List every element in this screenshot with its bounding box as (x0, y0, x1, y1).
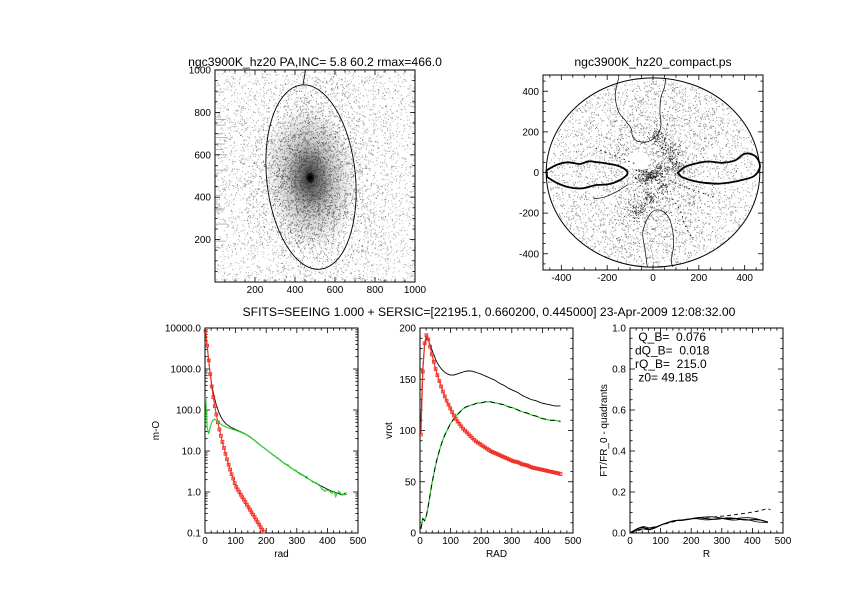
svg-text:1.0: 1.0 (612, 324, 626, 335)
svg-text:-400: -400 (551, 273, 571, 284)
svg-text:1000: 1000 (189, 66, 212, 77)
svg-text:0.2: 0.2 (612, 488, 626, 499)
svg-text:400: 400 (319, 536, 336, 547)
svg-text:0.6: 0.6 (612, 406, 626, 417)
svg-text:z0= 49.185: z0= 49.185 (635, 371, 698, 385)
compact-map-title: ngc3900K_hz20_compact.ps (574, 55, 731, 69)
svg-text:RAD: RAD (486, 549, 507, 560)
svg-text:10000.0: 10000.0 (165, 324, 202, 335)
svg-text:10.0: 10.0 (182, 447, 202, 458)
galaxy-image-title: ngc3900K_hz20 PA,INC= 5.8 60.2 rmax=466.… (188, 55, 442, 69)
svg-text:200: 200 (473, 536, 490, 547)
svg-text:300: 300 (713, 536, 730, 547)
svg-text:FT/FR_0 - quadrants: FT/FR_0 - quadrants (599, 384, 610, 477)
svg-text:-400: -400 (519, 249, 539, 260)
svg-text:0: 0 (417, 536, 423, 547)
svg-text:100: 100 (227, 536, 244, 547)
svg-text:150: 150 (399, 375, 416, 386)
svg-text:400: 400 (736, 273, 753, 284)
svg-text:300: 300 (503, 536, 520, 547)
svg-text:-200: -200 (597, 273, 617, 284)
svg-text:200: 200 (194, 235, 211, 246)
svg-text:0.1: 0.1 (187, 529, 201, 540)
svg-text:0: 0 (650, 273, 656, 284)
svg-text:200: 200 (399, 324, 416, 335)
svg-text:1000: 1000 (404, 285, 427, 296)
svg-text:rad: rad (274, 549, 288, 560)
galaxy-image-panel: 200 400 600 800 1000 200 400 600 800 1000 (189, 66, 427, 297)
svg-text:500: 500 (565, 536, 582, 547)
svg-text:0: 0 (533, 168, 539, 179)
svg-text:100: 100 (442, 536, 459, 547)
rotation-curve-plot: 0 100 200 300 400 500 0 50 100 150 200 RAD vrot (384, 324, 582, 561)
quadrant-ratio-plot: 0 100 200 300 400 500 0.0 0.2 0.4 0.6 0.8 1.0 R FT/FR… (599, 324, 792, 561)
svg-text:vrot: vrot (384, 422, 395, 439)
svg-text:200: 200 (690, 273, 707, 284)
fit-summary-title: SFITS=SEEING 1.000 + SERSIC=[22195.1, 0.… (243, 305, 736, 319)
svg-text:100: 100 (399, 426, 416, 437)
svg-text:0.4: 0.4 (612, 447, 626, 458)
svg-text:0: 0 (410, 529, 416, 540)
svg-text:R: R (703, 549, 710, 560)
compact-map-panel: -400 -200 0 200 400 -400 -200 0 200 400 (519, 74, 764, 284)
svg-text:0: 0 (627, 536, 633, 547)
svg-text:500: 500 (775, 536, 792, 547)
svg-text:400: 400 (287, 285, 304, 296)
svg-text:0.8: 0.8 (612, 365, 626, 376)
svg-text:800: 800 (367, 285, 384, 296)
svg-text:Q_B= 0.076: Q_B= 0.076 (635, 330, 706, 344)
svg-text:0: 0 (202, 536, 208, 547)
svg-text:600: 600 (327, 285, 344, 296)
svg-text:600: 600 (194, 150, 211, 161)
svg-text:rQ_B= 215.0: rQ_B= 215.0 (635, 357, 707, 371)
svg-text:500: 500 (350, 536, 367, 547)
svg-text:m-O: m-O (151, 421, 162, 441)
svg-text:100: 100 (652, 536, 669, 547)
svg-text:300: 300 (288, 536, 305, 547)
svg-text:1000.0: 1000.0 (170, 365, 201, 376)
svg-text:200: 200 (522, 127, 539, 138)
svg-text:0.0: 0.0 (612, 529, 626, 540)
svg-text:200: 200 (683, 536, 700, 547)
radial-profile-plot: 0 100 200 300 400 500 0.1 1.0 10.0 100.0 1000.0 100… (151, 324, 367, 561)
svg-text:100.0: 100.0 (176, 406, 201, 417)
svg-text:800: 800 (194, 108, 211, 119)
svg-text:200: 200 (247, 285, 264, 296)
svg-text:-200: -200 (519, 209, 539, 220)
svg-text:400: 400 (744, 536, 761, 547)
svg-text:400: 400 (194, 193, 211, 204)
svg-text:50: 50 (405, 477, 417, 488)
svg-text:dQ_B= 0.018: dQ_B= 0.018 (635, 344, 710, 358)
svg-text:400: 400 (522, 87, 539, 98)
svg-text:400: 400 (534, 536, 551, 547)
svg-text:1.0: 1.0 (187, 488, 201, 499)
svg-text:200: 200 (258, 536, 275, 547)
